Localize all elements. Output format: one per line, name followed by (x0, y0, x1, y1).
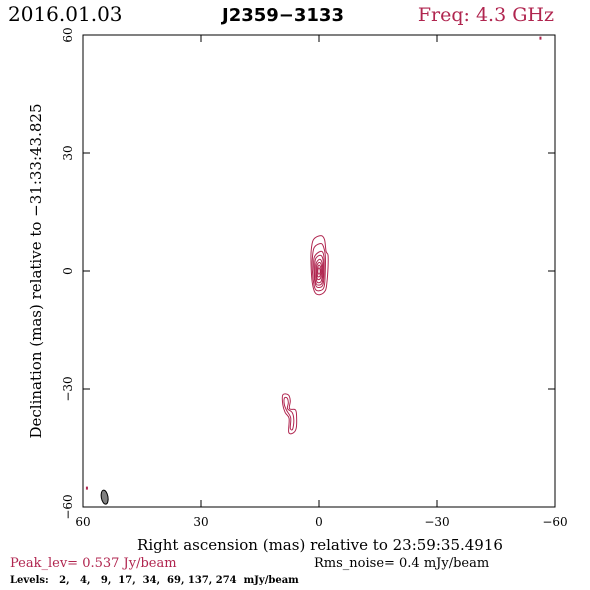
rms-noise: Rms_noise= 0.4 mJy/beam (314, 556, 489, 571)
x-tick-label: −60 (542, 515, 567, 529)
marker-1 (539, 36, 542, 40)
y-tick-label: −60 (61, 494, 75, 519)
peak-level: Peak_lev= 0.537 Jy/beam (10, 556, 177, 571)
beam-ellipse (100, 489, 109, 505)
y-tick-label: 30 (61, 145, 75, 160)
frequency-label: Freq: 4.3 GHz (418, 4, 554, 26)
jet-component-contour-2 (281, 393, 298, 435)
core-contour-17 (314, 254, 324, 286)
source-name: J2359−3133 (220, 5, 344, 26)
core-contour-2 (310, 235, 329, 296)
y-axis-label: Declination (mas) relative to −31:33:43.… (27, 103, 45, 438)
y-tick-labels: −60 −30 0 30 60 (61, 27, 75, 519)
core-contour-34 (315, 258, 324, 284)
contour-levels: Levels: 2, 4, 9, 17, 34, 69, 137, 274 mJ… (10, 575, 299, 586)
y-tick-label: 0 (61, 267, 75, 275)
core-contour-137 (316, 264, 322, 278)
core-contour-69 (316, 261, 323, 281)
marker-0 (85, 486, 88, 490)
y-tick-label: 60 (61, 27, 75, 42)
x-tick-label: 60 (75, 515, 90, 529)
date-label: 2016.01.03 (8, 2, 123, 26)
x-tick-label: 30 (193, 515, 208, 529)
x-axis-label: Right ascension (mas) relative to 23:59:… (137, 536, 503, 554)
contour-map (281, 235, 329, 435)
plot-markers (85, 36, 542, 505)
core-contour-9 (313, 250, 325, 289)
core-contour-274 (317, 267, 321, 275)
x-tick-labels: 60 30 0 −30 −60 (75, 515, 567, 529)
plot-frame (82, 34, 556, 508)
x-tick-label: 0 (315, 515, 323, 529)
jet-component-contour-4 (283, 396, 295, 431)
core-contour-4 (311, 242, 326, 292)
y-tick-label: −30 (61, 376, 75, 401)
axis-ticks (82, 34, 556, 508)
x-tick-label: −30 (424, 515, 449, 529)
